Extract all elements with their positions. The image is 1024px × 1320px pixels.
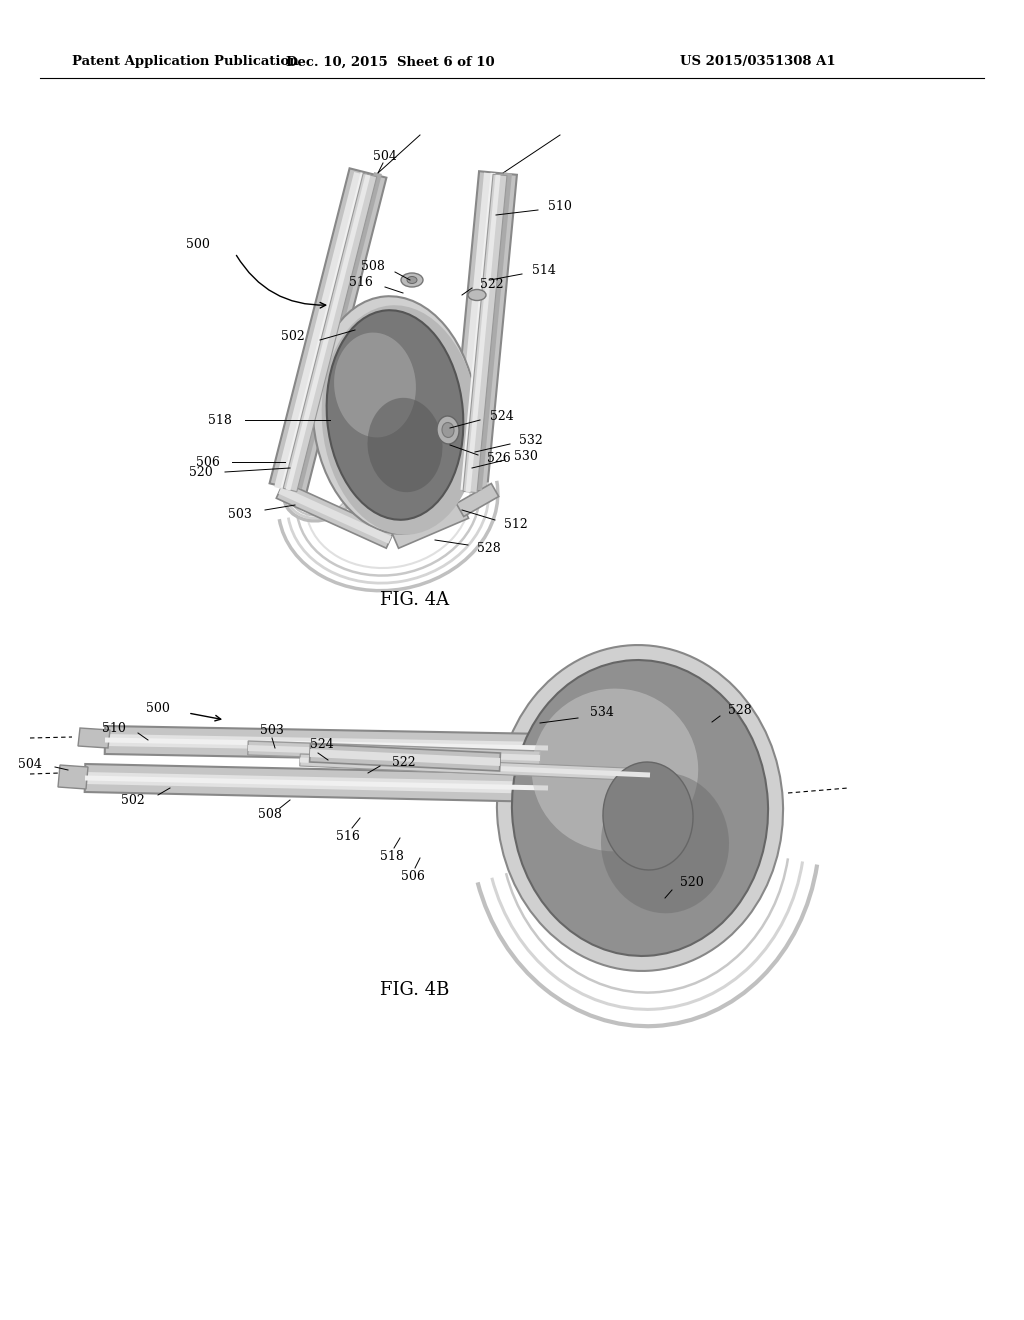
Polygon shape <box>310 748 500 766</box>
Text: 508: 508 <box>258 808 282 821</box>
Polygon shape <box>85 776 548 791</box>
Text: 506: 506 <box>197 455 220 469</box>
Ellipse shape <box>437 416 459 444</box>
Text: 503: 503 <box>228 507 252 520</box>
Polygon shape <box>463 174 507 492</box>
Polygon shape <box>248 744 540 762</box>
Ellipse shape <box>368 397 442 492</box>
Text: 526: 526 <box>487 453 511 466</box>
Polygon shape <box>284 173 377 492</box>
Polygon shape <box>78 729 110 748</box>
Ellipse shape <box>407 276 417 284</box>
Text: 510: 510 <box>102 722 126 734</box>
Polygon shape <box>300 754 650 781</box>
Polygon shape <box>466 174 501 492</box>
Ellipse shape <box>468 289 486 301</box>
Text: 524: 524 <box>490 409 514 422</box>
Polygon shape <box>309 744 501 771</box>
Text: 508: 508 <box>361 260 385 273</box>
Text: 518: 518 <box>208 413 232 426</box>
Polygon shape <box>269 169 386 492</box>
Ellipse shape <box>442 422 454 437</box>
Polygon shape <box>474 173 512 490</box>
Polygon shape <box>391 502 469 548</box>
Text: FIG. 4B: FIG. 4B <box>380 981 450 999</box>
Text: 512: 512 <box>504 517 527 531</box>
Polygon shape <box>450 172 517 492</box>
Ellipse shape <box>512 660 768 956</box>
Polygon shape <box>104 738 548 751</box>
Polygon shape <box>248 741 541 766</box>
Text: 510: 510 <box>548 201 571 214</box>
Text: 502: 502 <box>282 330 305 343</box>
Text: 516: 516 <box>349 276 373 289</box>
Text: 530: 530 <box>514 450 538 462</box>
Text: Dec. 10, 2015  Sheet 6 of 10: Dec. 10, 2015 Sheet 6 of 10 <box>286 55 495 69</box>
Polygon shape <box>104 734 548 754</box>
Text: 503: 503 <box>260 723 284 737</box>
Polygon shape <box>457 483 499 516</box>
Text: 520: 520 <box>189 466 213 479</box>
Polygon shape <box>294 172 382 488</box>
Text: 522: 522 <box>480 277 504 290</box>
Polygon shape <box>281 173 366 488</box>
Text: 504: 504 <box>18 758 42 771</box>
Ellipse shape <box>603 762 693 870</box>
Polygon shape <box>85 764 548 803</box>
Ellipse shape <box>497 645 783 972</box>
Text: 500: 500 <box>146 701 170 714</box>
Text: US 2015/0351308 A1: US 2015/0351308 A1 <box>680 55 836 69</box>
Text: FIG. 4A: FIG. 4A <box>381 591 450 609</box>
Text: 524: 524 <box>310 738 334 751</box>
Polygon shape <box>85 772 548 795</box>
Text: 500: 500 <box>186 239 210 252</box>
Ellipse shape <box>312 296 477 533</box>
Ellipse shape <box>334 333 416 437</box>
Text: 528: 528 <box>477 543 501 556</box>
Polygon shape <box>454 173 492 490</box>
Ellipse shape <box>401 273 423 286</box>
Polygon shape <box>300 758 650 777</box>
Text: 502: 502 <box>121 793 145 807</box>
Ellipse shape <box>601 772 729 913</box>
Polygon shape <box>276 482 393 548</box>
Text: 516: 516 <box>336 829 360 842</box>
Text: Patent Application Publication: Patent Application Publication <box>72 55 299 69</box>
Text: 518: 518 <box>380 850 403 862</box>
Ellipse shape <box>531 689 698 851</box>
Ellipse shape <box>322 305 478 535</box>
Text: 528: 528 <box>728 704 752 717</box>
Text: 504: 504 <box>373 150 397 164</box>
Polygon shape <box>274 172 361 488</box>
Ellipse shape <box>327 310 463 520</box>
Text: 514: 514 <box>532 264 556 276</box>
Text: 506: 506 <box>401 870 425 883</box>
Text: 532: 532 <box>519 433 543 446</box>
Polygon shape <box>104 726 548 762</box>
Polygon shape <box>461 173 496 490</box>
Polygon shape <box>279 486 391 544</box>
Polygon shape <box>58 766 88 789</box>
Text: 534: 534 <box>590 705 613 718</box>
Polygon shape <box>286 174 371 491</box>
Text: 522: 522 <box>392 755 416 768</box>
Text: 520: 520 <box>680 875 703 888</box>
